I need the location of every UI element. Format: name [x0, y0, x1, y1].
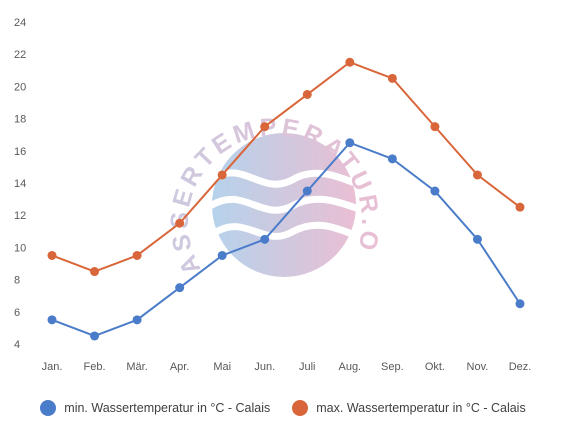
watermark-logo: WASSERTEMPERATUR.ORG [0, 0, 380, 279]
x-tick-label: Dez. [509, 361, 532, 373]
x-tick-label: Sep. [381, 361, 404, 373]
y-tick-label: 6 [14, 307, 20, 319]
x-tick-label: Apr. [170, 361, 190, 373]
data-point-series-0 [515, 299, 525, 309]
y-tick-label: 24 [14, 17, 26, 29]
data-point-series-1 [302, 89, 312, 99]
series-line-1 [51, 61, 521, 273]
data-point-series-1 [345, 57, 355, 67]
x-tick-label: Mär. [126, 361, 147, 373]
data-point-series-0 [472, 234, 482, 244]
data-point-series-0 [260, 234, 270, 244]
data-point-series-1 [387, 73, 397, 83]
legend-item-max: max. Wassertemperatur in °C - Calais [292, 400, 526, 416]
plot-area [47, 57, 525, 341]
legend-swatch-min [40, 400, 57, 416]
y-tick-label: 12 [14, 210, 26, 222]
data-point-series-1 [90, 267, 100, 277]
x-tick-label: Jan. [42, 361, 63, 373]
data-point-series-1 [217, 170, 227, 180]
watermark-circle [212, 133, 356, 277]
legend: min. Wassertemperatur in °C - Calais max… [0, 396, 566, 420]
y-tick-label: 18 [14, 114, 26, 126]
legend-label-min: min. Wassertemperatur in °C - Calais [64, 401, 271, 415]
legend-label-max: max. Wassertemperatur in °C - Calais [316, 401, 526, 415]
watermark-wave [212, 221, 356, 240]
x-tick-label: Mai [213, 361, 231, 373]
x-tick-label: Nov. [467, 361, 489, 373]
y-tick-label: 8 [14, 275, 20, 287]
x-tick-label: Okt. [425, 361, 445, 373]
data-point-series-1 [132, 250, 142, 260]
data-point-series-1 [47, 250, 57, 260]
data-point-series-1 [515, 202, 525, 212]
data-point-series-0 [47, 315, 57, 325]
watermark-wave [208, 195, 360, 214]
legend-swatch-max [292, 400, 309, 416]
x-tick-label: Jun. [254, 361, 275, 373]
data-point-series-1 [472, 170, 482, 180]
data-point-series-1 [175, 218, 185, 228]
series-line-0 [51, 141, 521, 338]
y-tick-label: 20 [14, 81, 26, 93]
data-point-series-1 [430, 122, 440, 132]
y-axis: 4 6 8 10 12 14 16 18 20 22 24 [14, 17, 26, 351]
legend-item-min: min. Wassertemperatur in °C - Calais [40, 400, 270, 416]
x-axis: Jan. Feb. Mär. Apr. Mai Jun. Juli Aug. Sep. Okt. N… [42, 361, 532, 373]
x-tick-label: Juli [299, 361, 316, 373]
data-point-series-1 [260, 122, 270, 132]
data-point-series-0 [90, 331, 100, 341]
x-tick-label: Feb. [84, 361, 106, 373]
y-tick-label: 22 [14, 49, 26, 61]
x-tick-label: Aug. [338, 361, 361, 373]
y-tick-label: 16 [14, 146, 26, 158]
data-point-series-0 [217, 250, 227, 260]
y-tick-label: 4 [14, 339, 20, 351]
y-tick-label: 10 [14, 242, 26, 254]
data-point-series-0 [345, 138, 355, 148]
data-point-series-0 [302, 186, 312, 196]
data-point-series-0 [132, 315, 142, 325]
data-point-series-0 [175, 283, 185, 293]
data-point-series-0 [387, 154, 397, 164]
y-tick-label: 14 [14, 178, 26, 190]
watermark-wave [210, 169, 356, 188]
data-point-series-0 [430, 186, 440, 196]
